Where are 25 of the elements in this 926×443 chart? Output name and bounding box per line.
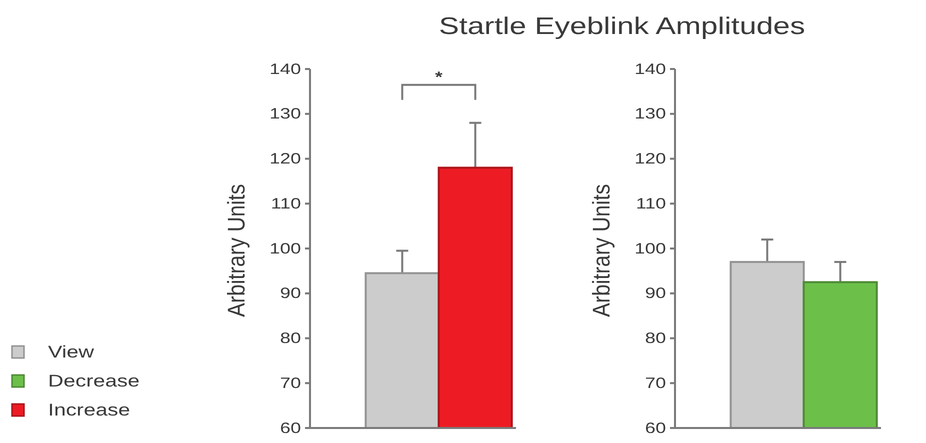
y-tick-label: 130 — [269, 106, 301, 122]
legend-label: Increase — [48, 400, 130, 420]
y-tick-label: 80 — [280, 330, 301, 347]
y-tick-label: 140 — [634, 60, 666, 78]
y-tick-label: 130 — [634, 106, 666, 122]
y-tick-label: 120 — [634, 150, 666, 168]
y-tick-label: 140 — [269, 60, 301, 78]
y-tick-label: 110 — [270, 195, 301, 212]
legend-label: Decrease — [48, 372, 140, 390]
y-tick-label: 60 — [280, 420, 301, 436]
y-axis-title: Arbitrary Units — [588, 184, 614, 317]
y-tick-label: 70 — [644, 374, 666, 392]
y-tick-label: 90 — [280, 285, 301, 302]
text: Startle Eyeblink Amplitudes — [438, 11, 806, 39]
annotation: * — [435, 68, 443, 86]
y-tick-label: 80 — [644, 330, 666, 347]
y-tick-label: 90 — [644, 285, 666, 302]
y-axis-title: Arbitrary Units — [222, 184, 250, 317]
y-tick-label: 110 — [636, 195, 666, 212]
y-tick-label: 70 — [280, 374, 301, 392]
y-tick-label: 120 — [269, 150, 301, 168]
y-tick-label: 100 — [634, 240, 666, 257]
y-tick-label: 100 — [269, 240, 301, 257]
legend-label: View — [48, 342, 94, 362]
y-tick-label: 60 — [644, 420, 666, 436]
